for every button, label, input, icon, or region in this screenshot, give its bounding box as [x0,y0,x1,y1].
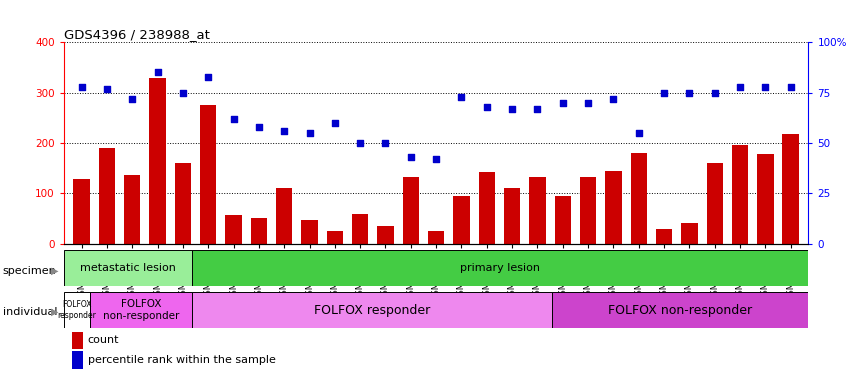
Point [404,154,418,160]
Bar [605,171,622,244]
Bar [403,177,419,244]
Point [353,140,367,146]
Point [632,130,646,136]
Bar [192,292,551,328]
Point [683,89,696,96]
Point [429,156,443,162]
Bar [377,226,394,244]
Point [531,106,545,112]
Bar [73,179,90,244]
Point [607,96,620,102]
Point [328,120,341,126]
Text: FOLFOX
non-responder: FOLFOX non-responder [103,299,179,321]
Text: specimen: specimen [3,266,56,276]
Point [100,86,114,92]
Text: FOLFOX non-responder: FOLFOX non-responder [608,304,752,316]
Point [125,96,139,102]
Bar [89,292,192,328]
Bar [226,215,242,244]
Text: FOLFOX responder: FOLFOX responder [314,304,430,316]
Point [657,89,671,96]
Point [480,104,494,110]
Bar [757,154,774,244]
Point [379,140,392,146]
Bar [64,292,89,328]
Point [454,94,468,100]
Text: GDS4396 / 238988_at: GDS4396 / 238988_at [64,28,209,41]
Bar [504,189,520,244]
Bar [580,177,597,244]
Point [734,84,747,90]
Bar [301,220,317,244]
Bar [174,163,191,244]
Bar [555,196,571,244]
Text: individual: individual [3,307,57,317]
Point [581,100,595,106]
Bar [327,231,343,244]
Point [226,116,240,122]
Bar [681,223,698,244]
Bar [200,105,216,244]
Bar [250,218,267,244]
Text: FOLFOX
responder: FOLFOX responder [57,300,96,320]
Text: primary lesion: primary lesion [460,263,540,273]
Point [758,84,772,90]
Bar [276,189,293,244]
Bar [352,214,368,244]
Point [708,89,722,96]
Text: count: count [88,335,119,345]
Bar [529,177,545,244]
Bar [149,78,166,244]
Text: metastatic lesion: metastatic lesion [80,263,176,273]
Bar [782,134,799,244]
Bar [656,229,672,244]
Point [75,84,89,90]
Bar [192,250,808,286]
Bar [454,196,470,244]
Point [784,84,797,90]
Bar [631,153,647,244]
Point [505,106,519,112]
Bar [64,250,192,286]
Bar [732,144,748,244]
Bar [428,231,444,244]
Bar [99,148,115,244]
Bar [551,292,808,328]
Point [252,124,266,130]
Text: ▶: ▶ [51,266,59,276]
Text: percentile rank within the sample: percentile rank within the sample [88,355,276,365]
Text: ▶: ▶ [51,307,59,317]
Point [556,100,569,106]
Bar [124,175,140,244]
Point [176,89,190,96]
Bar [478,172,495,244]
Point [151,70,164,76]
Bar [706,163,723,244]
Point [277,128,291,134]
Point [202,73,215,79]
Point [303,130,317,136]
